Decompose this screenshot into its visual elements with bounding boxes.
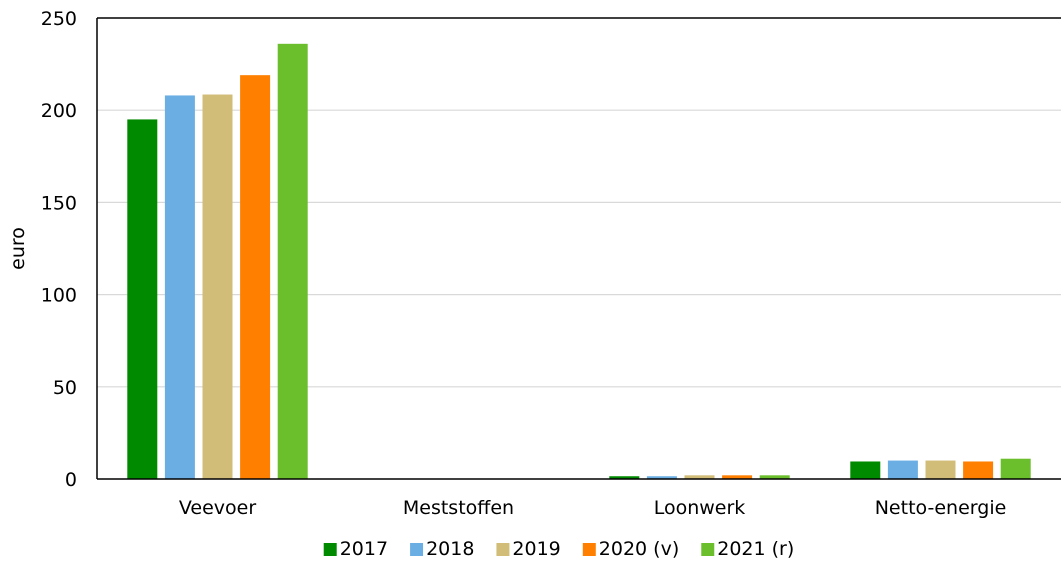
bars bbox=[127, 43, 1031, 480]
legend-swatch bbox=[323, 543, 337, 556]
legend-swatch bbox=[582, 543, 596, 556]
bar bbox=[887, 460, 918, 479]
legend-swatch bbox=[410, 543, 424, 556]
y-tick-label: 150 bbox=[41, 192, 77, 214]
bar bbox=[164, 95, 195, 479]
x-category-label: Loonwerk bbox=[654, 497, 746, 519]
bar bbox=[1000, 458, 1031, 479]
x-category-labels: Veevoer Meststoffen Loonwerk Netto-energie bbox=[179, 497, 1006, 519]
x-category-label: Netto-energie bbox=[875, 497, 1007, 519]
legend-label: 2021 (r) bbox=[717, 538, 794, 560]
y-tick-label: 100 bbox=[41, 285, 77, 307]
legend-label: 2017 bbox=[340, 538, 388, 560]
y-axis-label: euro bbox=[7, 227, 29, 270]
legend-swatch bbox=[496, 543, 510, 556]
bar bbox=[963, 461, 994, 479]
y-tick-label: 50 bbox=[53, 377, 77, 399]
legend-label: 2018 bbox=[426, 538, 474, 560]
x-category-label: Veevoer bbox=[179, 497, 256, 519]
bar bbox=[646, 476, 677, 479]
bar bbox=[684, 475, 715, 479]
axes bbox=[96, 17, 1061, 480]
y-tick-labels: 0 50 100 150 200 250 bbox=[41, 8, 77, 491]
bar bbox=[850, 461, 881, 479]
legend: 2017 2018 2019 2020 (v) 2021 (r) bbox=[323, 538, 794, 560]
bar bbox=[240, 75, 271, 479]
y-tick-label: 200 bbox=[41, 100, 77, 122]
legend-label: 2019 bbox=[512, 538, 560, 560]
bar bbox=[202, 94, 233, 479]
bar bbox=[127, 119, 158, 480]
y-tick-label: 250 bbox=[41, 8, 77, 30]
bar bbox=[609, 476, 640, 479]
bar bbox=[925, 460, 956, 479]
legend-label: 2020 (v) bbox=[599, 538, 679, 560]
x-category-label: Meststoffen bbox=[403, 497, 514, 519]
bar bbox=[277, 43, 308, 479]
bar bbox=[722, 475, 753, 479]
bar bbox=[759, 475, 790, 479]
y-tick-label: 0 bbox=[65, 469, 77, 491]
legend-swatch bbox=[701, 543, 715, 556]
